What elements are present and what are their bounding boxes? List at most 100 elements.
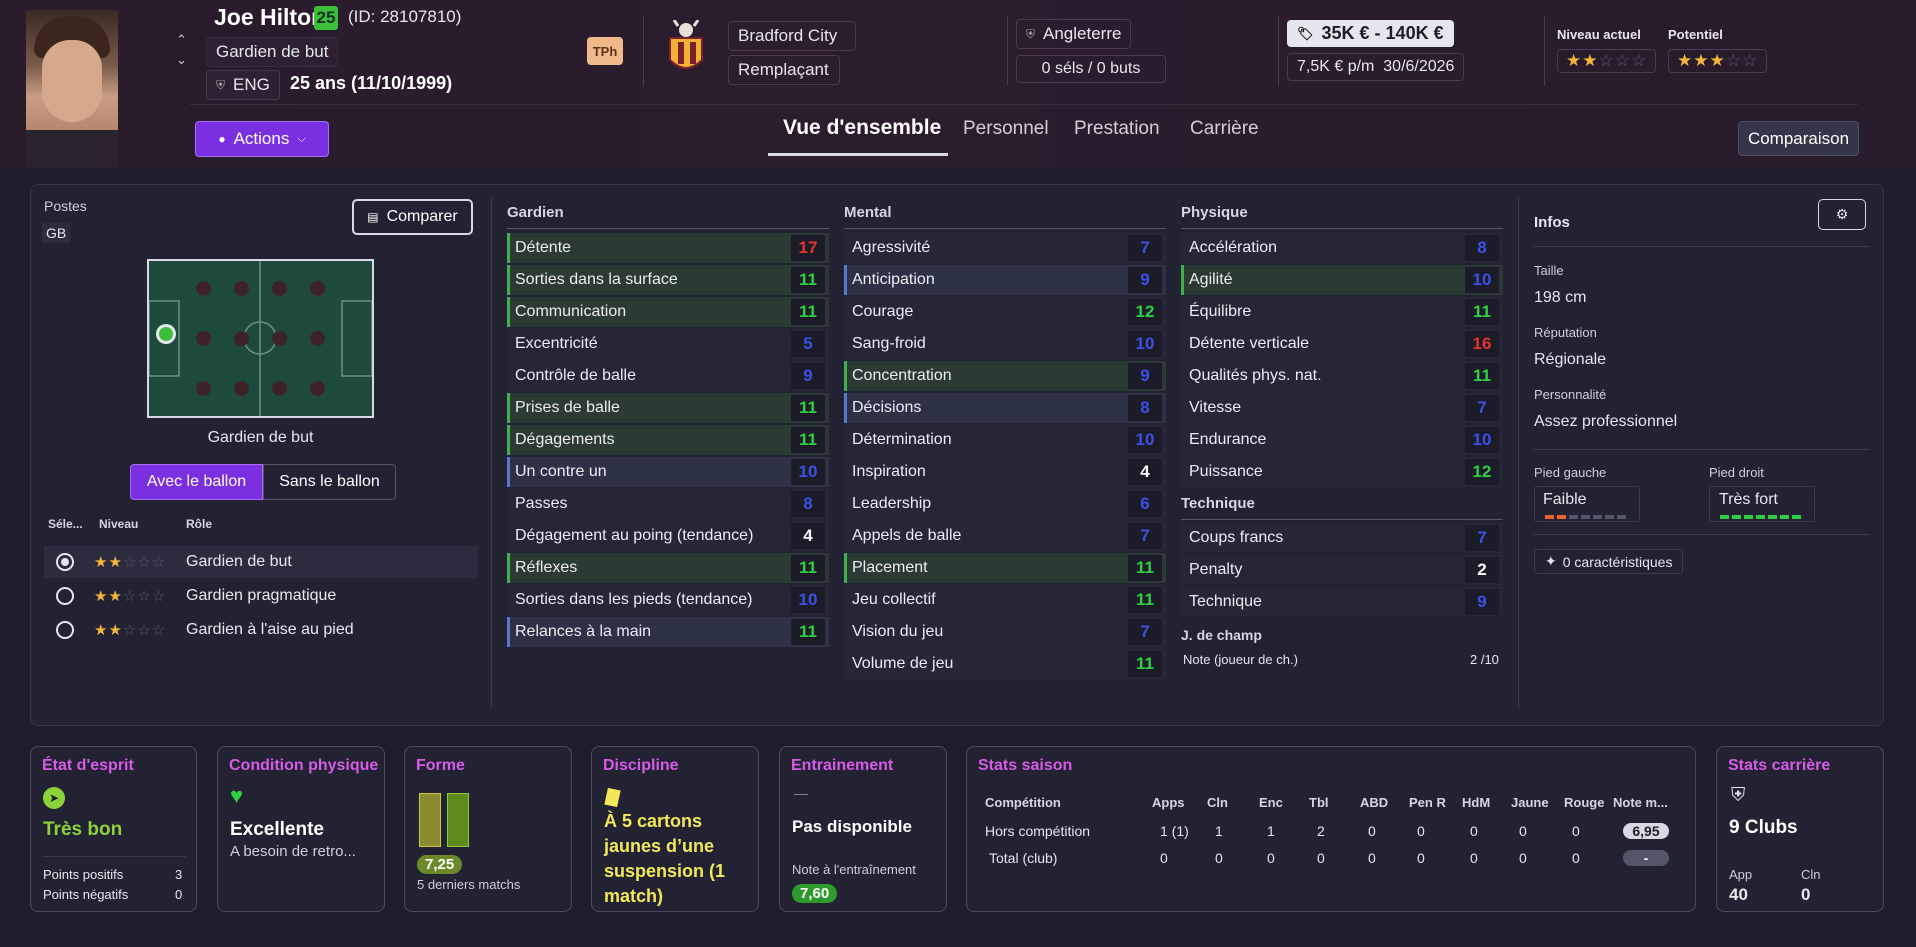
stats-header[interactable]: Compétition <box>985 795 1061 810</box>
technique-title: Technique <box>1181 495 1255 512</box>
attribute-row[interactable]: Penalty 2 <box>1181 555 1503 585</box>
compare-button[interactable]: ▤ Comparer <box>352 199 473 235</box>
season-stats-card[interactable]: Stats saison Compétition Apps Cln Enc Tbl ABD… <box>966 746 1696 912</box>
tab-personal[interactable]: Personnel <box>963 118 1049 139</box>
attribute-row[interactable]: Passes 8 <box>507 489 829 519</box>
condition-card[interactable]: Condition physique ♥ Excellente A besoin… <box>217 746 385 912</box>
radio-button[interactable] <box>56 587 74 605</box>
attribute-row[interactable]: Anticipation 9 <box>844 265 1166 295</box>
attribute-row[interactable]: Contrôle de balle 9 <box>507 361 829 391</box>
career-stats-card[interactable]: Stats carrière ⛨ 9 Clubs App 40 Cln 0 <box>1716 746 1884 912</box>
attribute-name: Contrôle de balle <box>515 367 636 384</box>
stats-header[interactable]: Rouge <box>1564 795 1605 810</box>
role-name: Gardien de but <box>186 553 292 570</box>
attribute-row[interactable]: Vitesse 7 <box>1181 393 1503 423</box>
sparkle-icon: ✦ <box>1545 553 1557 569</box>
attribute-name: Sang-froid <box>852 335 926 352</box>
attribute-row[interactable]: Réflexes 11 <box>507 553 829 583</box>
attribute-value: 10 <box>1128 427 1162 453</box>
attribute-row[interactable]: Coups francs 7 <box>1181 523 1503 553</box>
attribute-row[interactable]: Sorties dans la surface 11 <box>507 265 829 295</box>
stats-header[interactable]: Pen R <box>1409 795 1446 810</box>
attribute-row[interactable]: Excentricité 5 <box>507 329 829 359</box>
stats-header[interactable]: Apps <box>1152 795 1185 810</box>
discipline-card[interactable]: Discipline À 5 cartons jaunes d’une susp… <box>591 746 759 912</box>
attribute-name: Détermination <box>852 431 952 448</box>
attribute-row[interactable]: Sang-froid 10 <box>844 329 1166 359</box>
attribute-row[interactable]: Inspiration 4 <box>844 457 1166 487</box>
attribute-row[interactable]: Dégagements 11 <box>507 425 829 455</box>
attribute-row[interactable]: Leadership 6 <box>844 489 1166 519</box>
stats-cell: 0 <box>1368 850 1376 866</box>
chevron-down-icon[interactable]: ⌄ <box>176 52 187 67</box>
attribute-name: Passes <box>515 495 568 512</box>
with-ball-toggle[interactable]: Avec le ballon <box>130 464 263 500</box>
attribute-value: 9 <box>791 363 825 389</box>
morale-card[interactable]: État d'esprit ➤ Très bon Points positifs… <box>30 746 197 912</box>
attribute-value: 16 <box>1465 331 1499 357</box>
stats-header[interactable]: Cln <box>1207 795 1228 810</box>
attribute-row[interactable]: Agilité 10 <box>1181 265 1503 295</box>
attribute-row[interactable]: Décisions 8 <box>844 393 1166 423</box>
attribute-row[interactable]: Détente verticale 16 <box>1181 329 1503 359</box>
tab-career[interactable]: Carrière <box>1190 118 1259 139</box>
attribute-row[interactable]: Endurance 10 <box>1181 425 1503 455</box>
attribute-row[interactable]: Équilibre 11 <box>1181 297 1503 327</box>
goalkeeper-marker[interactable] <box>156 324 176 344</box>
tab-performance[interactable]: Prestation <box>1074 118 1160 139</box>
attribute-row[interactable]: Communication 11 <box>507 297 829 327</box>
attribute-row[interactable]: Relances à la main 11 <box>507 617 829 647</box>
role-row[interactable]: ★★☆☆☆ Gardien de but <box>44 546 478 578</box>
attribute-name: Agressivité <box>852 239 931 256</box>
stats-header[interactable]: Enc <box>1259 795 1283 810</box>
attribute-row[interactable]: Puissance 12 <box>1181 457 1503 487</box>
role-row[interactable]: ★★☆☆☆ Gardien à l'aise au pied <box>44 614 478 646</box>
attribute-row[interactable]: Qualités phys. nat. 11 <box>1181 361 1503 391</box>
attribute-name: Inspiration <box>852 463 926 480</box>
radio-button[interactable] <box>56 621 74 639</box>
attribute-row[interactable]: Dégagement au poing (tendance) 4 <box>507 521 829 551</box>
attribute-row[interactable]: Volume de jeu 11 <box>844 649 1166 679</box>
attribute-row[interactable]: Prises de balle 11 <box>507 393 829 423</box>
stats-header[interactable]: Note m... <box>1613 795 1668 810</box>
stats-header[interactable]: Jaune <box>1511 795 1549 810</box>
chevron-up-icon[interactable]: ⌃ <box>176 32 187 47</box>
role-stars: ★★☆☆☆ <box>94 554 167 571</box>
attribute-row[interactable]: Concentration 9 <box>844 361 1166 391</box>
compare-icon: ▤ <box>367 210 379 224</box>
attribute-row[interactable]: Technique 9 <box>1181 587 1503 617</box>
attribute-row[interactable]: Agressivité 7 <box>844 233 1166 263</box>
radio-button[interactable] <box>56 553 74 571</box>
attribute-row[interactable]: Placement 11 <box>844 553 1166 583</box>
attribute-value: 11 <box>791 299 825 325</box>
training-card[interactable]: Entrainement — Pas disponible Note à l'e… <box>779 746 947 912</box>
settings-icon[interactable]: ⚙ <box>1818 199 1866 230</box>
form-card[interactable]: Forme 7,25 5 derniers matchs <box>404 746 572 912</box>
attribute-row[interactable]: Sorties dans les pieds (tendance) 10 <box>507 585 829 615</box>
attribute-row[interactable]: Jeu collectif 11 <box>844 585 1166 615</box>
attribute-row[interactable]: Courage 12 <box>844 297 1166 327</box>
career-cln-value: 0 <box>1801 885 1811 904</box>
height-value: 198 cm <box>1534 289 1587 306</box>
attribute-row[interactable]: Accélération 8 <box>1181 233 1503 263</box>
country-pill[interactable]: ⛨ Angleterre <box>1016 19 1132 49</box>
attribute-row[interactable]: Un contre un 10 <box>507 457 829 487</box>
attribute-row[interactable]: Vision du jeu 7 <box>844 617 1166 647</box>
stats-header[interactable]: Tbl <box>1309 795 1329 810</box>
stats-header[interactable]: HdM <box>1462 795 1491 810</box>
tab-overview[interactable]: Vue d'ensemble <box>783 116 942 139</box>
comparison-button[interactable]: Comparaison <box>1738 121 1859 156</box>
attribute-value: 12 <box>1465 459 1499 485</box>
without-ball-toggle[interactable]: Sans le ballon <box>263 464 396 500</box>
outfield-title: J. de champ <box>1181 627 1262 643</box>
stats-header[interactable]: ABD <box>1360 795 1389 810</box>
actions-button[interactable]: ● Actions ⌵ <box>195 121 329 157</box>
role-row[interactable]: ★★☆☆☆ Gardien pragmatique <box>44 580 478 612</box>
club-name[interactable]: Bradford City <box>728 21 856 51</box>
attribute-value: 10 <box>1128 331 1162 357</box>
attribute-row[interactable]: Appels de balle 7 <box>844 521 1166 551</box>
traits-pill[interactable]: ✦ 0 caractéristiques <box>1534 549 1684 574</box>
attribute-row[interactable]: Détente 17 <box>507 233 829 263</box>
attribute-row[interactable]: Détermination 10 <box>844 425 1166 455</box>
attribute-name: Penalty <box>1189 561 1243 578</box>
